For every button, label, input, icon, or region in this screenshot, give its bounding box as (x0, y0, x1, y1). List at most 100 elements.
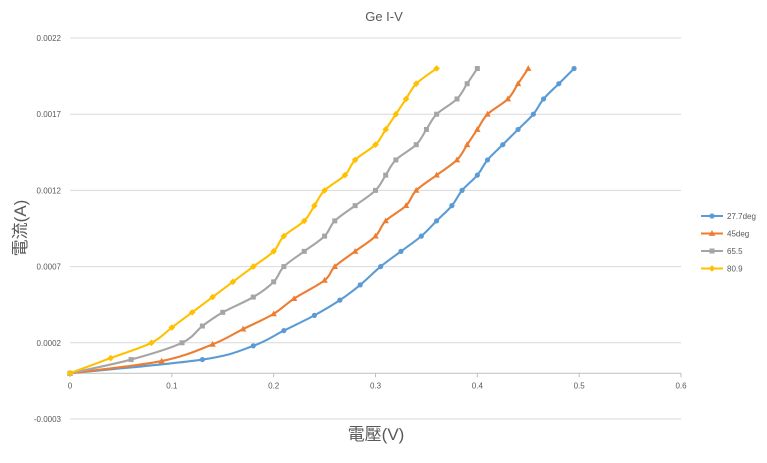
data-point (341, 171, 349, 179)
x-tick-label: 0.1 (166, 381, 178, 390)
x-tick-label: 0.6 (675, 381, 687, 390)
data-point (321, 276, 328, 283)
legend-marker (709, 213, 715, 219)
legend-item: 80.9 (701, 265, 743, 274)
data-point (402, 95, 410, 103)
data-point (382, 126, 389, 133)
data-point (484, 110, 491, 117)
legend-item: 65.5 (701, 247, 743, 256)
y-axis-title: 電流(A) (11, 200, 30, 257)
data-point (372, 141, 379, 148)
data-point (383, 172, 389, 178)
y-tick-label: 0.0007 (37, 263, 62, 272)
data-point (281, 264, 287, 270)
data-point (250, 263, 257, 270)
data-point (168, 324, 176, 331)
series-layer (66, 65, 577, 377)
data-point (449, 203, 455, 209)
data-point (280, 232, 288, 240)
x-tick-label: 0 (68, 381, 73, 390)
series-45deg (66, 65, 532, 376)
data-point (281, 328, 287, 334)
data-point (474, 172, 480, 178)
data-point (158, 357, 165, 364)
data-point (463, 141, 471, 148)
legend-item: 45deg (701, 230, 749, 239)
legend: 27.7deg 45deg 65.5 80.9 (701, 212, 756, 274)
data-point (337, 297, 343, 303)
data-point (459, 187, 465, 193)
data-point (357, 282, 363, 288)
data-point (271, 279, 277, 285)
series-65.5 (67, 65, 480, 376)
data-point (148, 339, 155, 347)
legend-label: 65.5 (727, 247, 743, 256)
data-point (220, 309, 226, 315)
data-point (556, 81, 562, 87)
data-point (311, 312, 317, 318)
data-point (179, 340, 185, 346)
data-point (413, 142, 419, 148)
legend-marker (708, 230, 716, 236)
legend-label: 27.7deg (727, 212, 756, 221)
data-point (434, 111, 440, 117)
data-point (351, 156, 359, 164)
data-point (352, 203, 358, 209)
data-point (382, 217, 389, 224)
y-tick-label: 0.0002 (37, 339, 62, 348)
data-point (290, 295, 298, 302)
data-point (504, 95, 512, 102)
data-point (321, 187, 328, 194)
y-tick-label: 0.0012 (37, 186, 62, 195)
data-point (199, 323, 205, 329)
data-point (229, 278, 237, 286)
data-point (413, 187, 420, 193)
y-tick-label: 0.0017 (37, 110, 62, 119)
data-point (433, 65, 440, 72)
x-tick-label: 0.5 (574, 381, 586, 390)
data-point (433, 171, 440, 178)
data-point (199, 356, 205, 363)
data-point (454, 96, 460, 102)
data-point (250, 343, 256, 349)
data-point (412, 80, 420, 88)
data-point (270, 310, 277, 317)
series-27.7deg (67, 65, 577, 376)
axes: -0.0003 0.0002 0.0007 0.0012 0.0017 0.0022 0 0.… (34, 34, 687, 424)
data-point (484, 157, 491, 163)
grid (70, 37, 681, 420)
x-tick-label: 0.2 (268, 381, 280, 390)
data-point (239, 325, 247, 332)
data-point (525, 65, 532, 71)
x-tick-label: 0.3 (370, 381, 382, 390)
data-point (398, 248, 404, 254)
data-point (423, 126, 429, 132)
data-point (474, 126, 481, 132)
legend-label: 80.9 (727, 265, 743, 274)
data-point (209, 340, 216, 347)
data-point (392, 110, 400, 118)
data-point (301, 248, 307, 254)
legend-label: 45deg (727, 230, 749, 239)
data-point (500, 142, 506, 148)
data-point (66, 369, 74, 377)
data-point (107, 354, 115, 362)
data-point (540, 96, 547, 102)
chart-title: Ge I-V (365, 9, 403, 24)
legend-marker (709, 248, 715, 254)
x-tick-label: 0.4 (472, 381, 484, 390)
data-point (209, 293, 216, 301)
data-point (300, 217, 308, 225)
data-point (515, 126, 521, 133)
data-point (322, 233, 328, 239)
legend-marker (708, 265, 716, 272)
data-point (418, 233, 424, 239)
data-point (270, 248, 277, 255)
data-point (530, 111, 536, 117)
data-point (393, 157, 399, 163)
y-tick-label: 0.0022 (37, 34, 62, 43)
data-point (571, 65, 577, 72)
data-point (453, 156, 461, 163)
